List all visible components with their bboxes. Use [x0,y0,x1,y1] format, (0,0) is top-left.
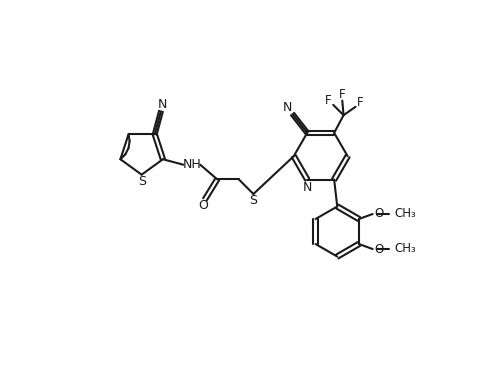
Text: F: F [357,96,364,109]
Text: F: F [325,95,332,107]
Text: O: O [198,199,208,212]
Text: CH₃: CH₃ [395,242,416,255]
Text: N: N [303,181,312,194]
Text: NH: NH [183,158,201,171]
Text: O: O [374,243,384,255]
Text: N: N [158,98,168,111]
Text: S: S [138,175,146,188]
Text: CH₃: CH₃ [395,207,416,220]
Text: S: S [249,194,257,207]
Text: O: O [374,208,384,220]
Text: N: N [283,102,293,114]
Text: F: F [339,88,345,101]
